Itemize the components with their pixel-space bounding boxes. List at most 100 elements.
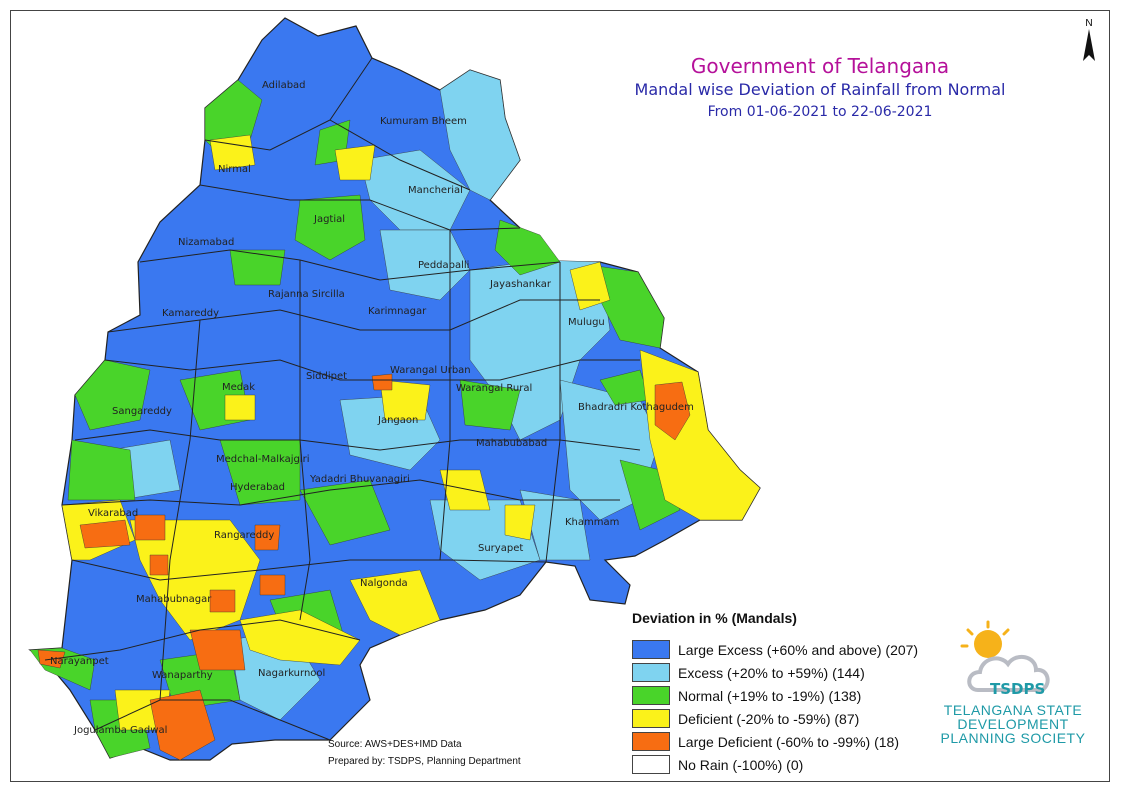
district-label: Wanaparthy xyxy=(152,670,213,681)
legend-item-large-excess: Large Excess (+60% and above) (207) xyxy=(632,638,918,661)
patch-ldef-vikarabad xyxy=(79,519,131,549)
legend-swatch xyxy=(632,640,670,659)
legend-label: Deficient (-20% to -59%) (87) xyxy=(678,710,860,727)
district-label: Nagarkurnool xyxy=(258,668,325,679)
patch-deficient-nirmal xyxy=(209,134,256,171)
district-label: Nirmal xyxy=(218,164,251,175)
north-arrow: N xyxy=(1078,18,1100,66)
logo-badge: TSDPS xyxy=(990,680,1045,698)
legend-label: No Rain (-100%) (0) xyxy=(678,756,804,773)
patch-ldef-mahab xyxy=(209,589,236,613)
patch-excess-khammam xyxy=(519,489,591,561)
district-label: Kamareddy xyxy=(162,308,219,319)
district-label: Karimnagar xyxy=(368,306,427,317)
district-label: Nalgonda xyxy=(360,578,408,589)
legend-label: Excess (+20% to +59%) (144) xyxy=(678,664,865,681)
district-label: Jagtial xyxy=(313,214,345,225)
north-arrow-icon xyxy=(1083,29,1095,61)
district-label: Mulugu xyxy=(568,317,605,328)
tsdps-logo: TSDPS xyxy=(960,620,1050,698)
district-labels: Adilabad Kumuram Bheem Nirmal Mancherial… xyxy=(50,80,694,736)
patch-normal-nizam xyxy=(229,249,286,286)
district-label: Suryapet xyxy=(478,543,523,554)
district-label: Rajanna Sircilla xyxy=(268,289,345,300)
patch-normal-sanga xyxy=(74,359,151,431)
patch-ldef-kothagudem xyxy=(654,381,691,441)
legend-swatch xyxy=(632,732,670,751)
sun-icon xyxy=(960,620,1010,658)
north-label: N xyxy=(1085,18,1093,29)
district-label: Vikarabad xyxy=(88,508,138,519)
patch-deficient-n2 xyxy=(334,144,376,181)
district-label: Kumuram Bheem xyxy=(380,116,467,127)
patch-ldef-ranga xyxy=(254,524,281,551)
district-label: Bhadradri Kothagudem xyxy=(578,402,694,413)
map-frame xyxy=(10,10,1110,782)
legend: Deviation in % (Mandals) Large Excess (+… xyxy=(632,610,918,776)
patch-deficient-medak xyxy=(224,394,256,421)
district-label: Yadadri Bhuvanagiri xyxy=(309,474,410,485)
legend-item-no-rain: No Rain (-100%) (0) xyxy=(632,753,918,776)
legend-item-large-deficient: Large Deficient (-60% to -99%) (18) xyxy=(632,730,918,753)
patch-excess-north xyxy=(439,69,521,201)
patch-ldef-s1 xyxy=(259,574,286,596)
patch-deficient-e xyxy=(504,504,536,541)
patch-normal-warangal xyxy=(459,379,521,431)
patch-deficient-jangaon xyxy=(379,379,431,421)
patch-deficient-nalgonda xyxy=(349,569,441,636)
district-label: Khammam xyxy=(565,517,619,528)
patch-deficient-nagar xyxy=(239,609,361,666)
legend-label: Large Deficient (-60% to -99%) (18) xyxy=(678,733,899,750)
district-label: Mahabubabad xyxy=(476,438,547,449)
logo-line-3: PLANNING SOCIETY xyxy=(940,730,1086,746)
district-label: Jayashankar xyxy=(489,279,552,290)
district-label: Nizamabad xyxy=(178,237,234,248)
patch-ldef-w3 xyxy=(149,554,169,576)
source-text: Source: AWS+DES+IMD Data xyxy=(328,739,462,750)
patch-normal-vikarabad xyxy=(67,439,136,501)
district-label: Warangal Urban xyxy=(390,365,471,376)
district-label: Sangareddy xyxy=(112,406,172,417)
map-period: From 01-06-2021 to 22-06-2021 xyxy=(707,104,933,120)
logo-text: TELANGANA STATE DEVELOPMENT PLANNING SOC… xyxy=(928,703,1098,745)
patch-ldef-gadwal xyxy=(149,689,216,761)
district-label: Hyderabad xyxy=(230,482,285,493)
district-label: Mahabubnagar xyxy=(136,594,212,605)
district-label: Mancherial xyxy=(408,185,463,196)
legend-title: Deviation in % (Mandals) xyxy=(632,610,797,626)
patch-normal-e xyxy=(494,219,561,276)
patch-deficient-suryapet xyxy=(439,469,491,511)
patch-normal-nalgonda xyxy=(299,479,391,546)
district-label: Siddipet xyxy=(306,371,347,382)
district-label: Jogulamba Gadwal xyxy=(73,725,167,736)
map-title: Government of Telangana xyxy=(690,54,950,78)
map-subtitle: Mandal wise Deviation of Rainfall from N… xyxy=(634,80,1006,99)
logo-line-2: DEVELOPMENT xyxy=(957,716,1069,732)
legend-label: Large Excess (+60% and above) (207) xyxy=(678,641,919,658)
district-label: Medchal-Malkajgiri xyxy=(216,454,310,465)
legend-label: Normal (+19% to -19%) (138) xyxy=(678,687,862,704)
district-label: Narayanpet xyxy=(50,656,109,667)
patch-normal-khammam xyxy=(619,459,681,531)
patch-ldef-w2 xyxy=(134,514,166,541)
patch-deficient-mulugu xyxy=(569,261,611,311)
district-label: Rangareddy xyxy=(214,530,274,541)
legend-item-excess: Excess (+20% to +59%) (144) xyxy=(632,661,918,684)
cloud-icon xyxy=(967,654,1050,692)
rainfall-patches xyxy=(29,69,761,761)
district-label: Medak xyxy=(222,382,255,393)
prepared-by-text: Prepared by: TSDPS, Planning Department xyxy=(328,756,521,767)
credits: Source: AWS+DES+IMD Data Prepared by: TS… xyxy=(328,736,521,770)
legend-swatch xyxy=(632,755,670,774)
patch-normal-jagtial xyxy=(294,194,366,261)
district-label: Jangaon xyxy=(377,415,418,426)
legend-item-normal: Normal (+19% to -19%) (138) xyxy=(632,684,918,707)
district-boundaries xyxy=(44,57,641,741)
legend-swatch xyxy=(632,709,670,728)
district-label: Warangal Rural xyxy=(456,383,532,394)
district-label: Peddapalli xyxy=(418,260,469,271)
legend-swatch xyxy=(632,663,670,682)
legend-item-deficient: Deficient (-20% to -59%) (87) xyxy=(632,707,918,730)
district-label: Adilabad xyxy=(262,80,306,91)
